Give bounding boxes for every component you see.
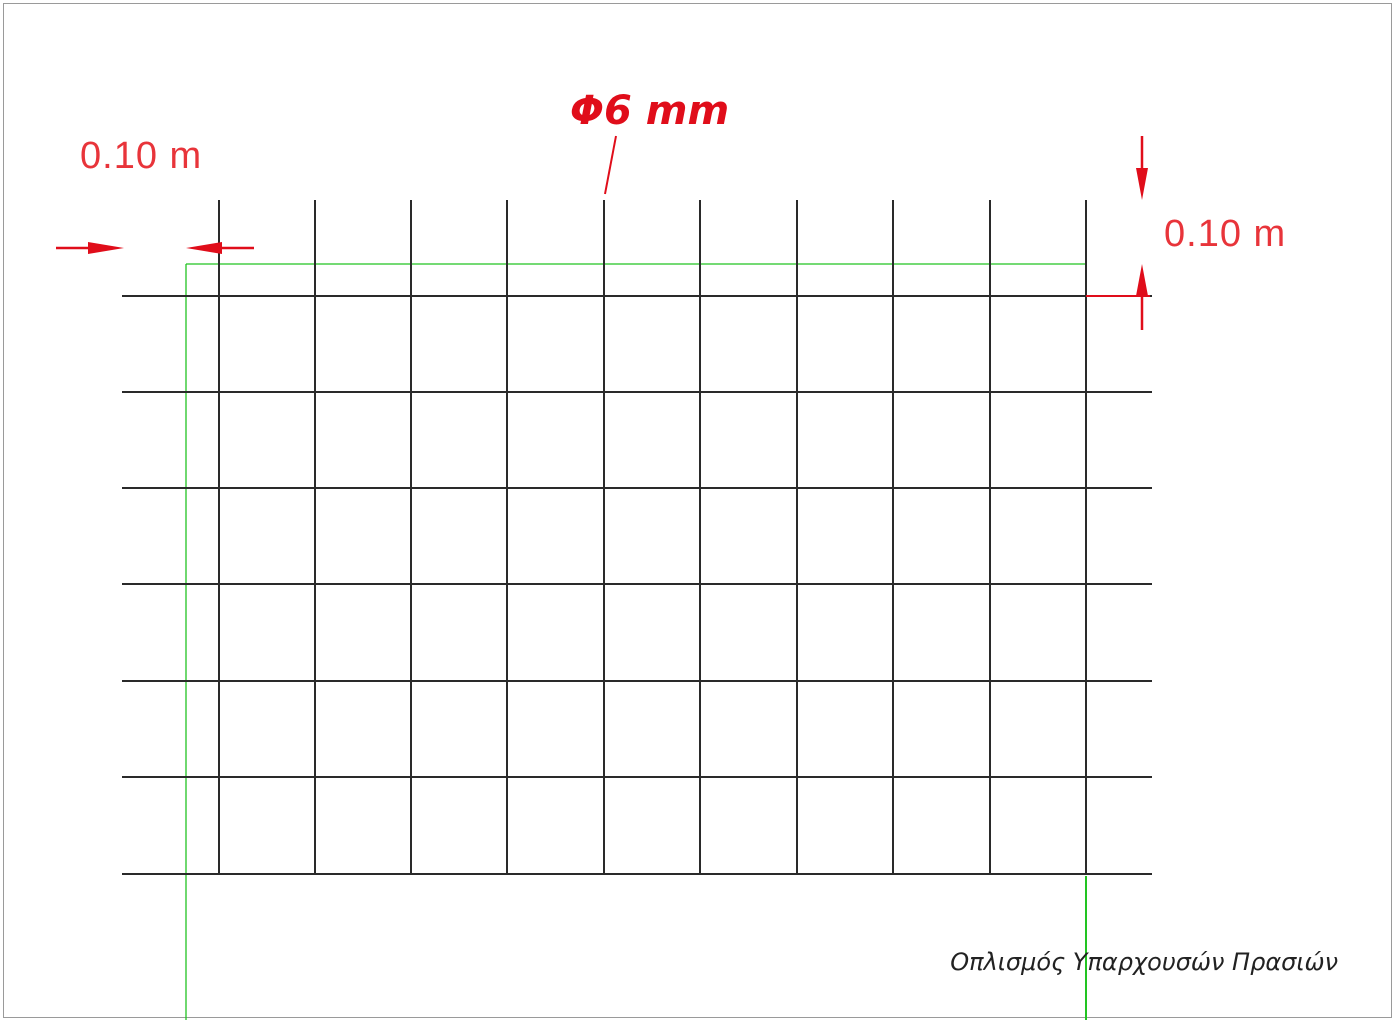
bar-leader-line bbox=[604, 135, 617, 195]
up-arrow-icon bbox=[1136, 264, 1148, 296]
drawing-caption: Οπλισμός Υπαρχουσών Πρασιών bbox=[950, 948, 1338, 976]
down-arrow-icon bbox=[1136, 168, 1148, 200]
left-arrow-icon bbox=[186, 242, 222, 254]
left-spacing-label: 0.10 m bbox=[80, 135, 202, 177]
slab-outline bbox=[185, 263, 1087, 1020]
drawing-frame bbox=[3, 3, 1392, 1018]
left-spacing-dimension bbox=[56, 242, 254, 254]
right-spacing-dimension bbox=[1086, 136, 1150, 330]
bar-diameter-label: Φ6 mm bbox=[570, 88, 729, 134]
rebar-mesh bbox=[122, 200, 1152, 875]
right-arrow-icon bbox=[88, 242, 124, 254]
right-spacing-label: 0.10 m bbox=[1164, 213, 1286, 255]
